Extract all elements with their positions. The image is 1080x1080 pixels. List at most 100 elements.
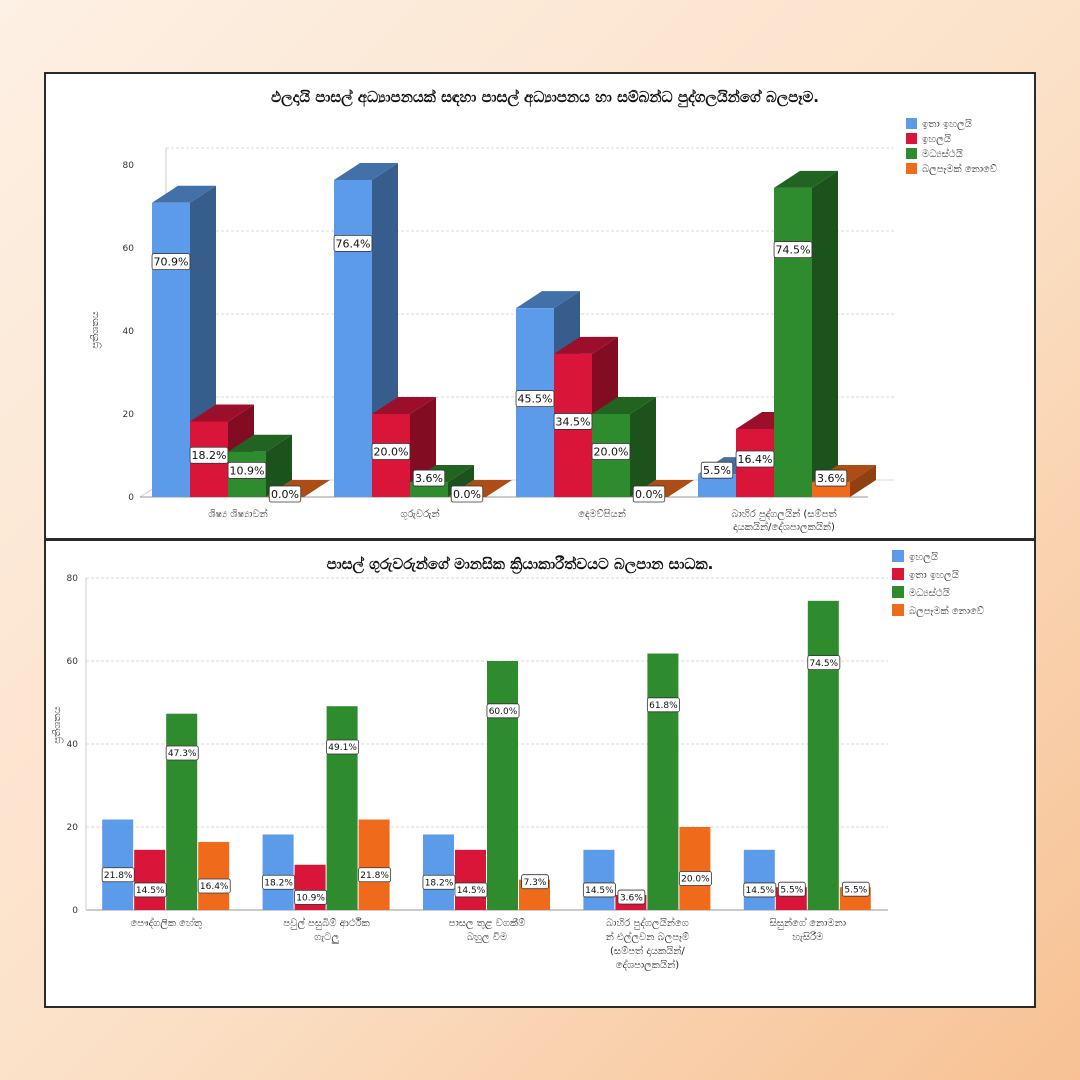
chart-1-legend-swatch <box>906 148 917 159</box>
chart-2-bar <box>326 706 358 910</box>
chart-1-bar-top <box>592 397 656 414</box>
chart-2-legend-entry: මධ්‍යස්ථයි <box>909 586 950 599</box>
chart-2-data-label: 20.0% <box>681 875 710 885</box>
chart-2-data-label: 18.2% <box>264 878 293 888</box>
chart-1-bar-top <box>228 434 292 452</box>
chart-1-bar-front <box>698 474 736 497</box>
chart-2-legend-swatch <box>892 586 904 598</box>
chart-2-category-line: පාසල තුළ වගකීම් <box>449 917 526 929</box>
chart-2-data-label-box <box>582 882 616 898</box>
chart-2-data-label-box <box>454 882 488 898</box>
chart-1-data-label: 20.0% <box>594 445 629 458</box>
chart-2-category-label: පවුල් පසුබිම් ආර්ථික ගැටලු <box>283 916 369 945</box>
chart-2-category-line: සිසුන්ගේ නොමනා <box>770 916 846 929</box>
chart-1-data-label-box <box>412 469 446 487</box>
chart-1-data-label: 74.5% <box>776 244 811 257</box>
chart-2-category-line: හැසිරීම <box>792 931 823 943</box>
chart-2-data-label-box <box>678 871 712 886</box>
chart-2-bar <box>455 849 486 910</box>
chart-1-bar-top <box>372 397 436 414</box>
chart-1-title: ඵලදායි පාසල් අධ්‍යාපනයක් සඳහා පාසල් අධ්‍… <box>271 88 819 108</box>
chart-2-bar <box>423 834 454 910</box>
chart-1-bar-top <box>190 404 254 422</box>
chart-2-legend-entry: ඉහලයි <box>909 552 938 563</box>
chart-1-data-label-box <box>700 461 734 479</box>
chart-2-data-label: 47.3% <box>168 749 197 759</box>
chart-1-bar-front <box>334 179 372 497</box>
chart-1-data-label: 16.4% <box>738 453 773 466</box>
chart-2-data-label-box <box>521 874 549 890</box>
chart-1-bar-side <box>630 397 656 497</box>
chart-2-bar <box>262 834 294 910</box>
chart-1-ylabel: ප්‍රතිශතය <box>90 311 101 349</box>
charts-divider <box>44 538 1036 541</box>
chart-2-bar <box>134 849 166 910</box>
chart-2-legend-swatch <box>892 604 904 616</box>
chart-1-legend-entry: බලපෑමක් නොවේ <box>922 162 997 175</box>
chart-1-category-line: දෙමව්පියන් <box>578 507 626 520</box>
chart-1-data-label-box <box>814 469 848 487</box>
chart-2-data-label-box <box>326 739 360 755</box>
chart-2-data-label: 61.8% <box>649 701 678 711</box>
chart-1-data-label-box <box>227 461 267 479</box>
chart-2-data-label: 21.8% <box>104 871 133 881</box>
chart-1-data-label-box <box>553 413 593 430</box>
chart-2-data-label: 49.1% <box>328 743 357 753</box>
chart-1-legend-swatch <box>906 118 917 129</box>
chart-2-data-label-box <box>101 867 135 883</box>
chart-1-legend-entry: ඉතා ඉහලයි <box>922 119 972 130</box>
chart-1-data-label: 3.6% <box>415 472 443 485</box>
chart-2-bar <box>487 661 518 910</box>
chart-2-title: පාසල් ගුරුවරුන්ගේ මානසික ක්‍රියාකාරීත්වය… <box>327 555 714 575</box>
chart-1-data-label: 70.9% <box>154 256 189 269</box>
chart-1-data-label-box <box>333 234 373 252</box>
chart-2-data-label: 60.0% <box>489 707 518 717</box>
chart-2-data-label-box <box>197 878 231 894</box>
chart-2-data-label-box <box>294 889 328 905</box>
chart-2-data-label: 5.5% <box>780 885 803 895</box>
chart-2-ytick: 40 <box>67 740 79 750</box>
chart-2-bar <box>583 849 615 910</box>
chart-1-bar-side <box>266 434 292 497</box>
chart-1-category-label: බාහිර පුද්ගලයින් (සම්පත් දායකයින්/දේශපාලක… <box>731 507 836 533</box>
chart-1-bar-side <box>812 170 838 497</box>
chart-2-data-label: 14.5% <box>136 886 165 896</box>
chart-2-data-label-box <box>262 874 296 890</box>
chart-2-data-label: 14.5% <box>457 886 486 896</box>
chart-1-ytick: 40 <box>123 327 135 337</box>
chart-1-bar-side <box>850 465 876 497</box>
chart-1-data-label: 0.0% <box>635 488 663 501</box>
chart-1-bar-top <box>554 336 618 354</box>
chart-2-ytick: 20 <box>67 823 79 833</box>
chart-2-bar <box>102 819 134 910</box>
chart-2-legend-entry: බලපෑමක් නොවේ <box>909 604 984 617</box>
chart-1-category-line: බාහිර පුද්ගලයින් (සම්පත් <box>731 507 836 520</box>
chart-2-data-label-box <box>165 745 199 761</box>
chart-1-data-label-box <box>515 390 555 407</box>
chart-1-data-label-box <box>735 450 775 468</box>
chart-2-category-line: ගැටලු <box>314 932 339 945</box>
chart-1-bar-top <box>152 185 216 203</box>
chart-2-bar <box>679 827 711 910</box>
chart-1-data-label: 5.5% <box>703 464 731 477</box>
chart-1-bar-front <box>774 187 812 497</box>
chart-1-data-label: 3.6% <box>817 472 845 485</box>
chart-2-data-label-box <box>133 882 167 898</box>
chart-1-data-label-box <box>632 485 666 503</box>
chart-2-data-label: 74.5% <box>810 659 839 669</box>
chart-2-data-label-box <box>422 874 456 890</box>
chart-2-bar <box>647 653 679 910</box>
chart-2-bar <box>743 849 775 910</box>
chart-1-data-label: 10.9% <box>230 464 265 477</box>
chart-1-data-label-box <box>450 485 484 503</box>
chart-2-legend-entry: ඉතා ඉහලයි <box>909 570 959 581</box>
chart-2-data-label: 16.4% <box>200 882 229 892</box>
chart-1-ytick: 80 <box>123 161 135 171</box>
chart-1-category-label: ශිෂ්‍ය ශිෂ්‍යාවන් <box>208 507 268 520</box>
chart-1-data-label-box <box>371 443 411 460</box>
chart-1-data-label: 45.5% <box>518 393 553 406</box>
chart-2-category-label: බාහිර පුද්ගලයින්ගෙ න් එල්ලවන බලපෑම් (සම්පත… <box>606 916 689 971</box>
chart-2-category-label: සිසුන්ගේ නොමනා හැසිරීම <box>770 916 846 943</box>
chart-1-data-label-box <box>151 253 191 271</box>
